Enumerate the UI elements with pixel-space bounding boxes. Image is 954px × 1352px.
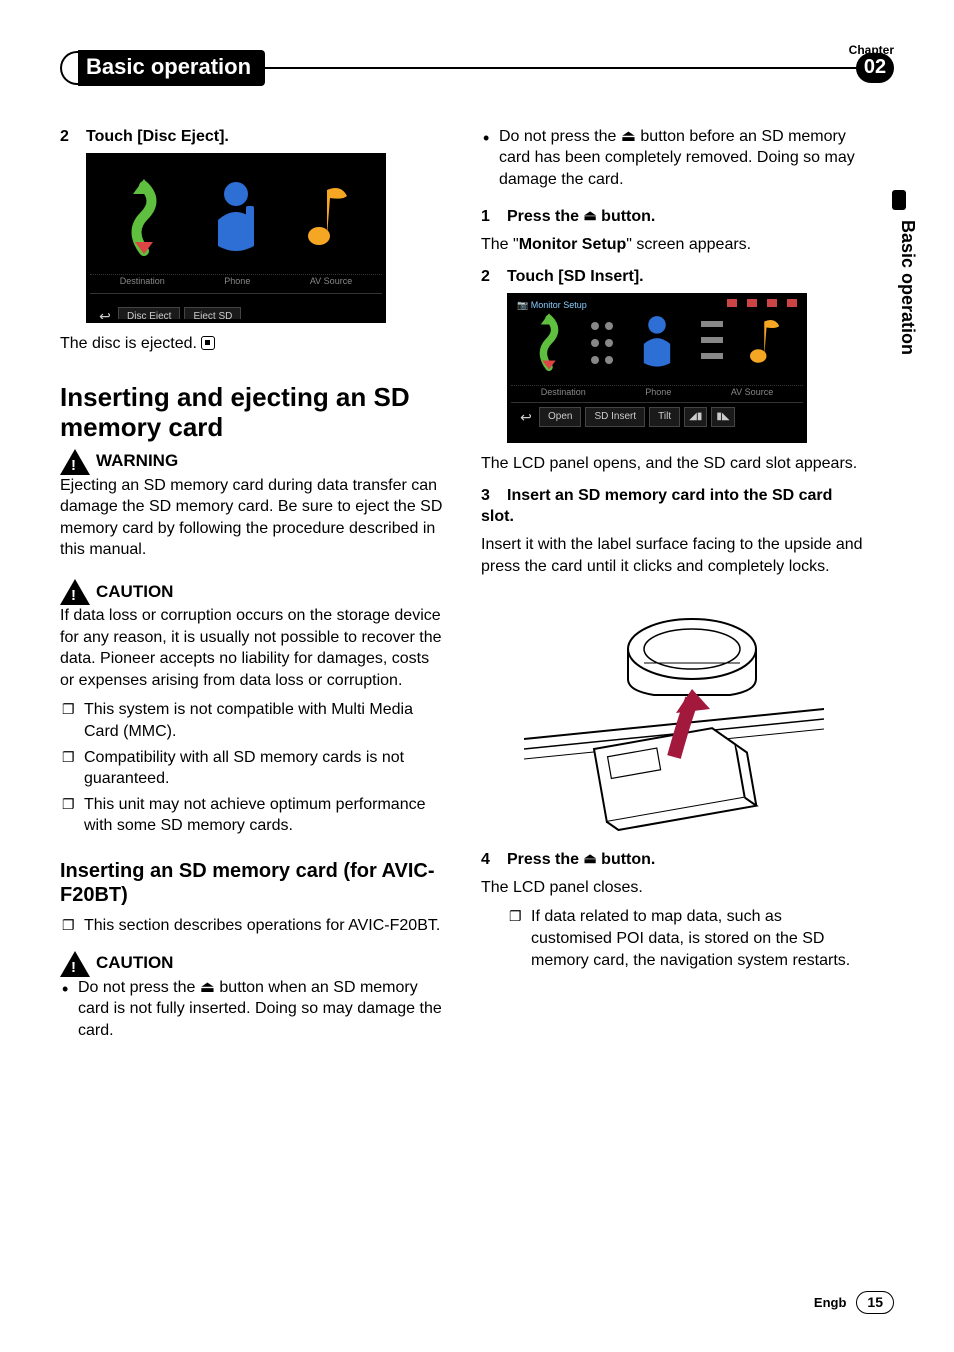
side-text: Basic operation xyxy=(896,220,920,355)
dots-icon xyxy=(697,311,727,371)
list-item: If data related to map data, such as cus… xyxy=(507,906,866,971)
step-title: Touch [Disc Eject]. xyxy=(86,128,229,145)
list-item: Do not press the ⏏ button before an SD m… xyxy=(481,126,866,191)
caution-label: CAUTION xyxy=(96,952,173,975)
right-column: Do not press the ⏏ button before an SD m… xyxy=(481,126,866,1046)
right-top-bullets: Do not press the ⏏ button before an SD m… xyxy=(481,126,866,191)
arrow-icon xyxy=(530,311,568,371)
ms-bold: Monitor Setup xyxy=(519,236,627,253)
header-curve xyxy=(60,51,78,85)
step4-notes: If data related to map data, such as cus… xyxy=(507,906,866,971)
notes-list: This system is not compatible with Multi… xyxy=(60,699,445,837)
step-num: 3 xyxy=(481,485,507,507)
ejected-text: The disc is ejected. xyxy=(60,333,445,355)
warning-text: Ejecting an SD memory card during data t… xyxy=(60,475,445,561)
caution-label: CAUTION xyxy=(96,581,173,604)
subsection-title: Inserting an SD memory card (for AVIC-F2… xyxy=(60,859,445,907)
step-title: Insert an SD memory card into the SD car… xyxy=(481,487,832,526)
step-num: 1 xyxy=(481,206,507,228)
eject-icon: ⏏ xyxy=(583,849,596,868)
list-item: This section describes operations for AV… xyxy=(60,915,445,937)
eject-sd-button[interactable]: Eject SD xyxy=(184,307,241,324)
caution2-bullets: Do not press the ⏏ button when an SD mem… xyxy=(60,977,445,1042)
caution2-row: CAUTION xyxy=(60,951,445,977)
header-bar: Basic operation 02 xyxy=(60,50,894,86)
tilt-down-icon[interactable]: ◢▮ xyxy=(684,407,707,427)
step-title-b: button. xyxy=(597,851,656,868)
back-icon: ↩ xyxy=(511,408,535,427)
chapter-label: Chapter xyxy=(849,42,894,58)
section-title: Inserting and ejecting an SD memory card xyxy=(60,383,445,443)
back-icon: ↩ xyxy=(90,307,114,323)
ss-label: Phone xyxy=(645,386,671,402)
warning-label: WARNING xyxy=(96,450,178,473)
mini-icons xyxy=(727,299,797,307)
sub-notes-list: This section describes operations for AV… xyxy=(60,915,445,937)
caution-icon xyxy=(60,579,90,605)
dots-icon xyxy=(587,311,617,371)
ms-a: The " xyxy=(481,236,519,253)
lcd-opens-text: The LCD panel opens, and the SD card slo… xyxy=(481,453,866,475)
ejected-label: The disc is ejected. xyxy=(60,335,197,352)
right-step3-head: 3Insert an SD memory card into the SD ca… xyxy=(481,485,866,528)
right-step2-head: 2Touch [SD Insert]. xyxy=(481,266,866,288)
end-icon xyxy=(201,336,215,350)
open-button[interactable]: Open xyxy=(539,407,581,427)
step-title: Touch [SD Insert]. xyxy=(507,268,644,285)
lcd-closes-text: The LCD panel closes. xyxy=(481,877,866,899)
caution-icon xyxy=(60,951,90,977)
eject-icon: ⏏ xyxy=(583,206,596,225)
screenshot-disc-eject: Destination Phone AV Source ↩ Disc Eject… xyxy=(86,153,386,323)
header-line xyxy=(264,67,857,69)
ms-b: " screen appears. xyxy=(626,236,751,253)
person-icon xyxy=(206,176,266,256)
footer: Engb 15 xyxy=(814,1291,894,1314)
music-icon xyxy=(746,311,784,371)
step-title-a: Press the xyxy=(507,208,583,225)
sd-insert-button[interactable]: SD Insert xyxy=(585,407,645,427)
warning-row: WARNING xyxy=(60,449,445,475)
step-title-a: Press the xyxy=(507,851,583,868)
monitor-setup-text: The "Monitor Setup" screen appears. xyxy=(481,234,866,256)
right-step4-head: 4Press the ⏏ button. xyxy=(481,849,866,871)
music-icon xyxy=(303,176,353,256)
caution-row: CAUTION xyxy=(60,579,445,605)
left-step2-head: 2Touch [Disc Eject]. xyxy=(60,126,445,148)
ss-label: Phone xyxy=(224,275,250,293)
tilt-button[interactable]: Tilt xyxy=(649,407,680,427)
tilt-up-icon[interactable]: ▮◣ xyxy=(711,407,734,427)
ss-label: AV Source xyxy=(731,386,773,402)
arrow-icon xyxy=(119,176,169,256)
step-num: 2 xyxy=(60,126,86,148)
sd-insert-diagram xyxy=(524,591,824,831)
screenshot-monitor-setup: 📷 Monitor Setup xyxy=(507,293,807,443)
warning-icon xyxy=(60,449,90,475)
right-step1-head: 1Press the ⏏ button. xyxy=(481,206,866,228)
list-item: Do not press the ⏏ button when an SD mem… xyxy=(60,977,445,1042)
footer-lang: Engb xyxy=(814,1294,847,1312)
ss-label: Destination xyxy=(120,275,165,293)
ss-title: 📷 Monitor Setup xyxy=(517,299,587,311)
ss-title-text: Monitor Setup xyxy=(531,300,587,310)
ss-label: Destination xyxy=(541,386,586,402)
list-item: This system is not compatible with Multi… xyxy=(60,699,445,742)
ss-label: AV Source xyxy=(310,275,352,293)
header-title: Basic operation xyxy=(78,50,265,86)
disc-eject-button[interactable]: Disc Eject xyxy=(118,307,180,324)
list-item: This unit may not achieve optimum perfor… xyxy=(60,794,445,837)
list-item: Compatibility with all SD memory cards i… xyxy=(60,747,445,790)
left-column: 2Touch [Disc Eject]. xyxy=(60,126,445,1046)
person-icon xyxy=(635,311,679,371)
page-number: 15 xyxy=(856,1291,894,1314)
step-title-b: button. xyxy=(597,208,656,225)
caution-text: If data loss or corruption occurs on the… xyxy=(60,605,445,691)
step-num: 4 xyxy=(481,849,507,871)
side-tab xyxy=(892,190,906,210)
step3-text: Insert it with the label surface facing … xyxy=(481,534,866,577)
step-num: 2 xyxy=(481,266,507,288)
